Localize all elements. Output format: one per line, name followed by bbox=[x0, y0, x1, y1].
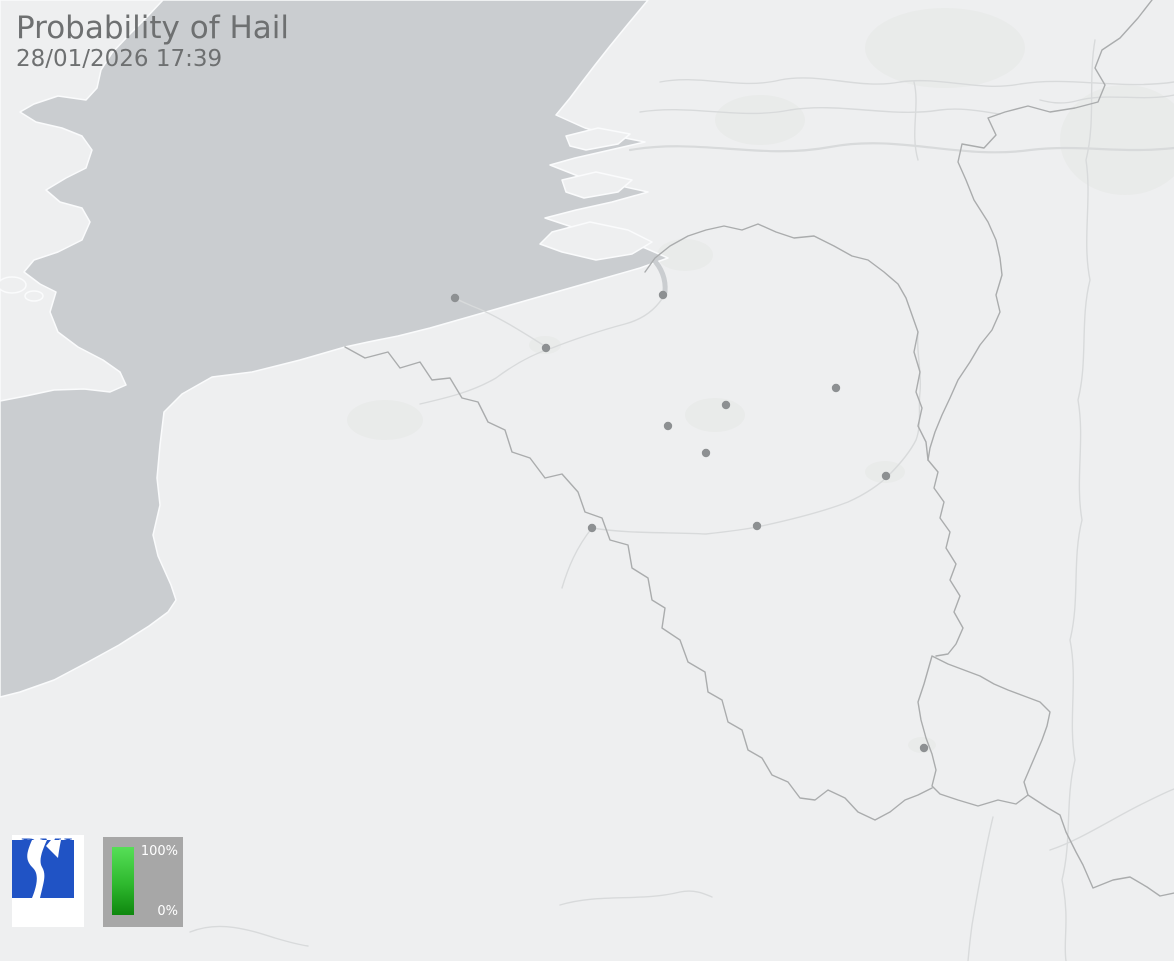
urban-patches bbox=[347, 8, 1174, 753]
delta-islands bbox=[539, 127, 653, 261]
rmi-emblem-icon bbox=[12, 840, 74, 898]
sea-region bbox=[0, 0, 669, 698]
city-dot bbox=[919, 743, 929, 753]
england-landmass bbox=[0, 0, 164, 402]
legend-max-label: 100% bbox=[140, 844, 178, 859]
city-dot bbox=[701, 448, 711, 458]
city-dot bbox=[658, 290, 668, 300]
city-dot bbox=[663, 421, 673, 431]
city-dot bbox=[752, 521, 762, 531]
rmi-logo: RMI bbox=[12, 835, 84, 927]
city-dot bbox=[881, 471, 891, 481]
city-dot bbox=[450, 293, 460, 303]
city-dot bbox=[831, 383, 841, 393]
rivers bbox=[189, 39, 1174, 961]
city-dot bbox=[721, 400, 731, 410]
legend-min-label: 0% bbox=[157, 904, 178, 919]
legend-panel: 100% 0% bbox=[103, 837, 183, 927]
city-dot bbox=[587, 523, 597, 533]
city-dots-layer bbox=[450, 290, 929, 753]
city-dot bbox=[541, 343, 551, 353]
legend-gradient-bar bbox=[112, 847, 134, 915]
country-borders bbox=[344, 0, 1174, 897]
